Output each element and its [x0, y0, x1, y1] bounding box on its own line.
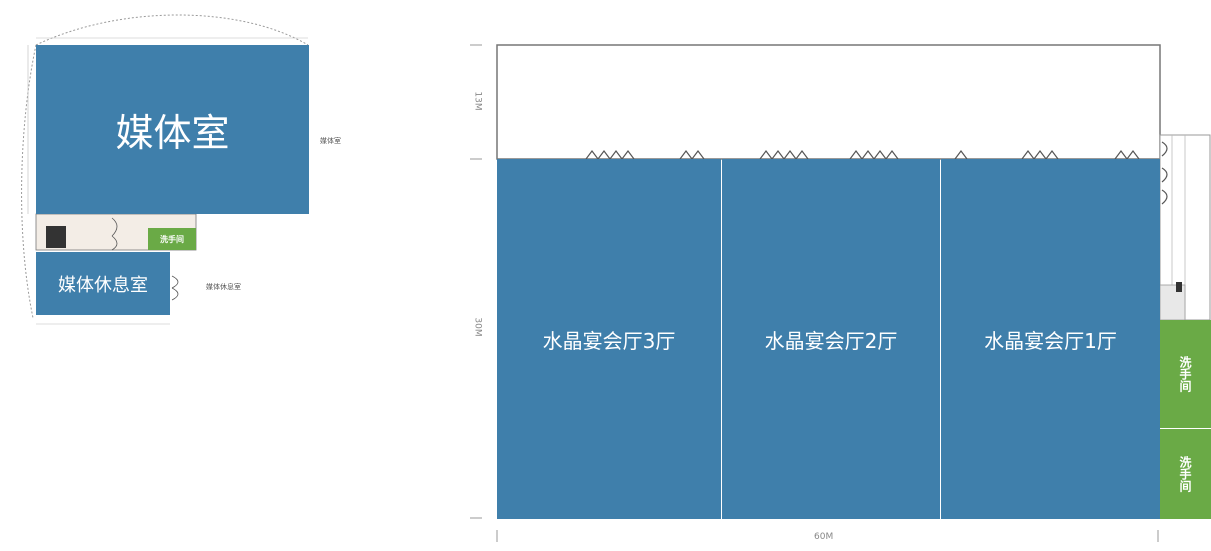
media-room-side-label: 媒体室	[320, 137, 341, 145]
right-restroom-upper[interactable]: 洗手间	[1160, 320, 1211, 429]
right-restroom-lower-label: 洗手间	[1178, 456, 1192, 492]
dimension-side: 30M	[472, 317, 483, 337]
media-lounge[interactable]: 媒体休息室	[36, 252, 170, 315]
crystal-hall-3[interactable]: 水晶宴会厅3厅	[497, 159, 721, 519]
left-restroom-label: 洗手间	[160, 234, 184, 244]
crystal-hall-1-label: 水晶宴会厅1厅	[984, 328, 1117, 353]
media-lounge-side-label: 媒体休息室	[206, 283, 241, 291]
crystal-hall-3-label: 水晶宴会厅3厅	[542, 328, 676, 353]
dimension-bottom: 60M	[814, 532, 834, 542]
right-restroom-lower[interactable]: 洗手间	[1160, 429, 1211, 519]
media-lounge-label: 媒体休息室	[58, 274, 148, 296]
media-room-label: 媒体室	[115, 111, 230, 155]
right-restroom-upper-label: 洗手间	[1178, 356, 1192, 392]
left-restroom[interactable]: 洗手间	[148, 228, 196, 250]
dimension-top: 13M	[472, 91, 483, 111]
crystal-hall-1[interactable]: 水晶宴会厅1厅	[941, 159, 1160, 519]
media-room[interactable]: 媒体室	[36, 45, 309, 214]
crystal-hall-2[interactable]: 水晶宴会厅2厅	[722, 159, 940, 519]
crystal-hall-2-label: 水晶宴会厅2厅	[764, 328, 898, 353]
